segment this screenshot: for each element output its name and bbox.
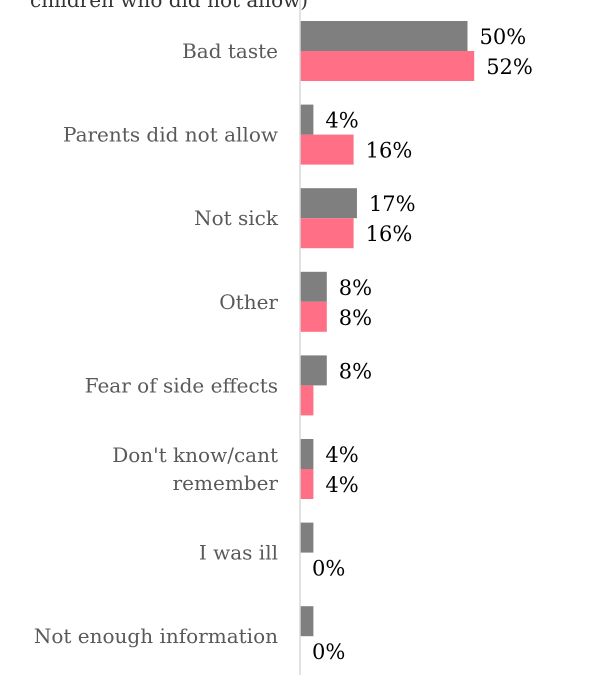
category-label-4: Fear of side effects xyxy=(85,373,278,397)
category-label-2: Not sick xyxy=(194,206,279,230)
data-label-series1-3: 8% xyxy=(339,276,372,300)
bar-series1-7 xyxy=(300,606,314,637)
data-label-series1-0: 50% xyxy=(480,25,527,49)
chart-title: children who did not allow) xyxy=(30,0,309,12)
bar-series2-4 xyxy=(300,385,314,416)
data-label-series2-6: 0% xyxy=(312,557,345,581)
bar-series1-4 xyxy=(300,355,327,386)
bar-series2-2 xyxy=(300,218,354,249)
data-label-series1-2: 17% xyxy=(369,192,416,216)
category-label-5: Don't know/cant remember xyxy=(112,443,278,495)
data-label-series2-0: 52% xyxy=(486,55,533,79)
data-label-series2-5: 4% xyxy=(325,473,358,497)
bar-series2-0 xyxy=(300,51,475,81)
bar-series2-3 xyxy=(300,301,327,332)
category-label-1: Parents did not allow xyxy=(63,123,278,147)
bar-series1-3 xyxy=(300,271,327,302)
bar-series1-0 xyxy=(300,21,468,51)
category-label-0: Bad taste xyxy=(182,39,278,63)
bar-series1-5 xyxy=(300,439,314,469)
bar-series2-5 xyxy=(300,469,314,499)
bar-series1-2 xyxy=(300,188,357,219)
bar-series2-1 xyxy=(300,134,354,165)
category-label-7: Not enough information xyxy=(34,624,278,648)
data-label-series1-1: 4% xyxy=(325,109,358,133)
category-label-6: I was ill xyxy=(199,541,278,565)
data-label-series2-7: 0% xyxy=(312,640,345,664)
category-label-3: Other xyxy=(219,290,278,314)
data-label-series1-5: 4% xyxy=(325,443,358,467)
data-label-series1-4: 8% xyxy=(339,359,372,383)
data-label-series2-3: 8% xyxy=(339,306,372,330)
data-label-series2-2: 16% xyxy=(366,222,413,246)
bar-series1-6 xyxy=(300,522,314,553)
bar-series1-1 xyxy=(300,104,314,135)
data-label-series2-1: 16% xyxy=(366,139,413,163)
